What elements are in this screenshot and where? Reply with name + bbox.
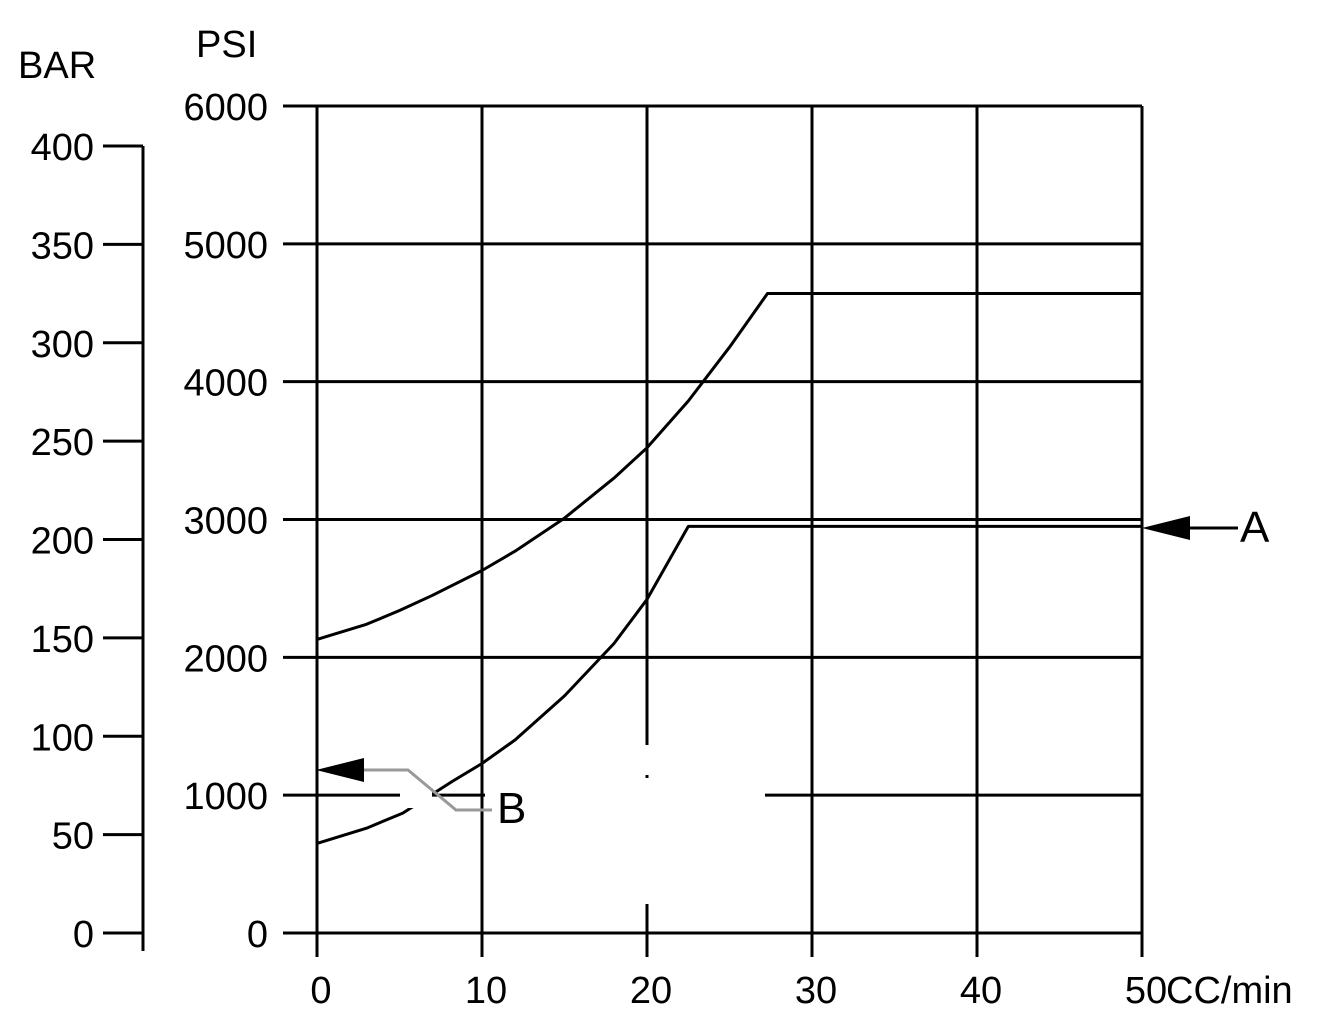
bar-tick-label: 50 (52, 816, 94, 858)
x-tick-label: 40 (960, 970, 1002, 1012)
psi-tick-label: 3000 (183, 501, 268, 543)
bar-tick-label: 400 (31, 127, 94, 169)
annotations: A B (316, 503, 1270, 833)
bar-axis: 0 50 100 150 200 250 300 350 400 (31, 127, 145, 956)
x-unit-label: CC/min (1166, 970, 1293, 1012)
psi-unit-label: PSI (196, 24, 257, 66)
x-tick-label: 50 (1125, 970, 1167, 1012)
x-tick-label: 10 (465, 970, 507, 1012)
gap-patch (640, 876, 656, 904)
gap-patch (485, 778, 765, 876)
psi-tick-label: 4000 (183, 363, 268, 405)
bar-tick-label: 200 (31, 521, 94, 563)
x-tick-label: 0 (310, 970, 331, 1012)
callout-a-label: A (1240, 503, 1270, 552)
bar-tick-label: 100 (31, 717, 94, 759)
bar-tick-label: 250 (31, 422, 94, 464)
x-tick-label: 30 (795, 970, 837, 1012)
x-tick-label: 20 (630, 970, 672, 1012)
series-line-upper (316, 292, 1142, 641)
psi-axis-labels: 0 1000 2000 3000 4000 5000 6000 (183, 87, 268, 956)
x-axis-labels: 0 10 20 30 40 50 (310, 970, 1167, 1012)
gap-patch (640, 745, 656, 775)
bar-tick-label: 0 (73, 914, 94, 956)
psi-tick-label: 1000 (183, 776, 268, 818)
psi-tick-label: 0 (247, 914, 268, 956)
bar-tick-label: 150 (31, 619, 94, 661)
bar-tick-label: 350 (31, 225, 94, 267)
callout-b-arrow (316, 758, 364, 782)
callout-a-arrow (1142, 516, 1190, 540)
drawing-gaps (400, 745, 765, 904)
psi-tick-label: 6000 (183, 87, 268, 129)
series-lines (316, 292, 1142, 845)
callout-b-leader (362, 768, 492, 812)
bar-tick-label: 300 (31, 324, 94, 366)
psi-tick-label: 2000 (183, 638, 268, 680)
psi-tick-label: 5000 (183, 225, 268, 267)
callout-b-label: B (497, 784, 526, 833)
bar-unit-label: BAR (18, 45, 96, 87)
